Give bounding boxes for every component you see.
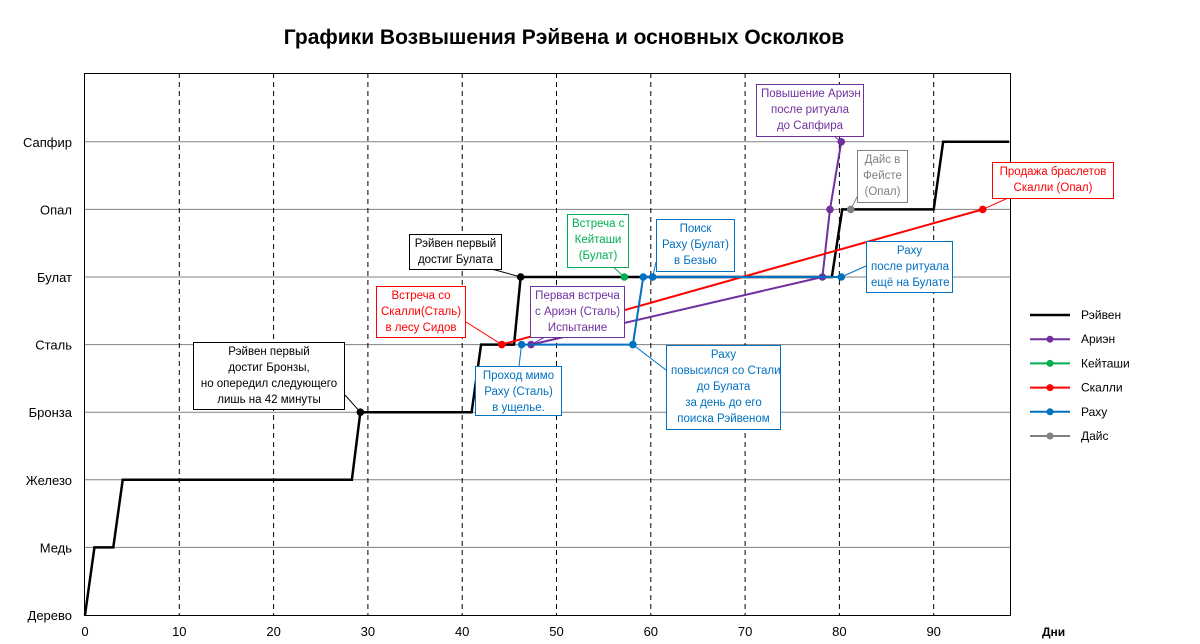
annotation-connector: [465, 321, 503, 346]
y-tick-label: Железо: [26, 473, 72, 488]
legend-label: Ариэн: [1081, 332, 1115, 346]
annotation-box: Поиск Раху (Булат) в Безью: [656, 219, 735, 272]
x-axis-label: Дни: [1042, 625, 1065, 639]
chart-title: Графики Возвышения Рэйвена и основных Ос…: [284, 26, 845, 49]
annotation-box: Рэйвен первый достиг Булата: [409, 234, 502, 270]
annotation-connector: [530, 336, 546, 346]
legend-label: Скалли: [1081, 381, 1123, 395]
series-line: [530, 141, 843, 346]
legend-marker: [1046, 408, 1054, 416]
data-point: [639, 273, 648, 281]
legend-marker: [1046, 384, 1054, 392]
y-tick-label: Сапфир: [23, 135, 72, 150]
x-tick-label: 90: [926, 624, 940, 639]
annotation-connector: [632, 344, 667, 371]
y-tick-label: Дерево: [28, 608, 72, 623]
legend: Рэйвен Ариэн Кейташи Скалли Раху Дайс: [1030, 308, 1130, 443]
annotation-connector: [982, 197, 1009, 210]
annotation-connector: [652, 261, 657, 278]
annotation-box: Повышение Ариэн после ритуала до Сапфира: [756, 84, 864, 137]
legend-label: Раху: [1081, 405, 1107, 419]
annotation-box: Продажа браслетов Скалли (Опал): [992, 162, 1114, 199]
annotation-connector: [344, 394, 361, 413]
annotation-box: Дайс в Фейсте (Опал): [857, 150, 908, 203]
annotation-box: Первая встреча с Ариэн (Сталь) Испытание: [530, 286, 625, 338]
legend-label: Рэйвен: [1081, 308, 1121, 322]
data-point: [826, 205, 834, 214]
y-tick-label: Опал: [40, 202, 72, 217]
annotation-connector: [841, 265, 867, 278]
data-point: [498, 340, 506, 349]
annotation-box: Проход мимо Раху (Сталь) в ущелье.: [475, 366, 562, 416]
annotation-box: Встреча со Скалли(Сталь) в лесу Сидов: [376, 286, 466, 338]
x-tick-label: 40: [455, 624, 469, 639]
annotation-box: Раху после ритуала ещё на Булате: [866, 241, 953, 293]
x-tick-label: 80: [832, 624, 846, 639]
legend-marker: [1046, 335, 1054, 343]
annotation-connector: [834, 136, 842, 143]
y-tick-label: Сталь: [35, 338, 72, 353]
x-tick-label: 10: [172, 624, 186, 639]
y-tick-label: Бронза: [29, 405, 73, 420]
legend-label: Дайс: [1081, 429, 1109, 443]
y-axis-ticks: Дерево Медь Железо Бронза Сталь Булат Опал Сапф…: [23, 135, 73, 623]
annotation-connector: [518, 344, 523, 367]
y-tick-label: Медь: [40, 540, 73, 555]
x-tick-label: 70: [738, 624, 752, 639]
legend-label: Кейташи: [1081, 356, 1130, 370]
x-tick-label: 0: [81, 624, 88, 639]
x-tick-label: 30: [361, 624, 375, 639]
annotation-connector: [850, 194, 859, 210]
plot-area-border: [84, 73, 1011, 616]
legend-marker: [1046, 359, 1054, 367]
x-tick-label: 60: [644, 624, 658, 639]
annotation-box: Раху повысился со Стали до Булата за ден…: [666, 345, 781, 430]
y-tick-label: Булат: [37, 270, 72, 285]
x-tick-label: 50: [549, 624, 563, 639]
legend-marker: [1046, 432, 1054, 440]
x-tick-label: 20: [266, 624, 280, 639]
annotation-box: Встреча с Кейташи (Булат): [567, 214, 629, 268]
x-axis-ticks: 0 10 20 30 40 50 60 70 80 90: [81, 624, 941, 639]
annotation-box: Рэйвен первый достиг Бронзы, но опередил…: [193, 342, 345, 410]
